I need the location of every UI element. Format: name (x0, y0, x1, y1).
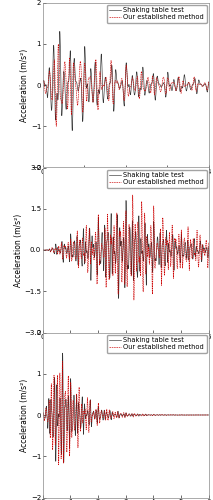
Our established method (57, 462, 60, 468)
Our established method (207, 239, 210, 245)
Shaking table test (118, 413, 121, 419)
Line: Our established method: Our established method (43, 44, 209, 126)
Line: Our established method: Our established method (43, 195, 209, 300)
Shaking table test (112, 413, 115, 419)
Y-axis label: Acceleration (m/s²): Acceleration (m/s²) (14, 214, 23, 286)
Our established method (131, 192, 134, 198)
Shaking table test (54, 440, 57, 446)
Our established method (112, 271, 114, 277)
Our established method (174, 86, 177, 92)
Shaking table test (174, 85, 177, 91)
Our established method (41, 412, 44, 418)
Shaking table test (117, 296, 120, 302)
Line: Shaking table test: Shaking table test (43, 32, 209, 130)
Shaking table test (207, 412, 210, 418)
Our established method (55, 123, 58, 129)
Our established method (59, 86, 61, 91)
Shaking table test (71, 128, 73, 134)
Our established method (118, 228, 121, 234)
Our established method (136, 244, 139, 250)
Shaking table test (115, 414, 118, 420)
Shaking table test (109, 80, 111, 86)
Shaking table test (118, 228, 121, 234)
Line: Shaking table test: Shaking table test (43, 353, 209, 463)
Our established method (115, 80, 117, 86)
X-axis label: Time (s): Time (s) (110, 176, 141, 186)
Line: Our established method: Our established method (43, 362, 209, 465)
Shaking table test (115, 242, 118, 248)
Y-axis label: Acceleration (m/s²): Acceleration (m/s²) (20, 378, 29, 452)
Our established method (115, 220, 118, 226)
Shaking table test (125, 198, 127, 203)
Legend: Shaking table test, Our established method: Shaking table test, Our established meth… (107, 4, 207, 23)
Our established method (41, 82, 44, 88)
Our established method (61, 358, 64, 364)
Shaking table test (171, 86, 174, 92)
Our established method (41, 247, 44, 253)
Our established method (118, 412, 121, 418)
Our established method (61, 250, 63, 256)
Shaking table test (41, 412, 44, 418)
Shaking table test (62, 460, 65, 466)
X-axis label: Time (s): Time (s) (110, 342, 141, 350)
Shaking table test (136, 274, 139, 280)
Shaking table test (54, 243, 57, 249)
Our established method (132, 297, 135, 303)
Shaking table test (41, 82, 44, 88)
Shaking table test (207, 79, 210, 85)
Shaking table test (136, 411, 139, 417)
Y-axis label: Acceleration (m/s²): Acceleration (m/s²) (20, 48, 29, 122)
Our established method (136, 412, 139, 418)
Shaking table test (61, 382, 63, 388)
Shaking table test (58, 32, 61, 38)
Legend: Shaking table test, Our established method: Shaking table test, Our established meth… (107, 334, 207, 353)
Shaking table test (112, 236, 114, 242)
Our established method (54, 440, 57, 446)
Our established method (115, 414, 118, 420)
Shaking table test (61, 240, 63, 246)
Our established method (156, 75, 158, 81)
Text: (b): (b) (119, 395, 132, 404)
Our established method (207, 412, 210, 418)
Shaking table test (58, 28, 61, 34)
Our established method (57, 41, 60, 47)
Text: (a): (a) (119, 230, 132, 239)
Shaking table test (207, 244, 210, 250)
Our established method (207, 79, 210, 85)
Legend: Shaking table test, Our established method: Shaking table test, Our established meth… (107, 170, 207, 188)
Our established method (61, 362, 64, 368)
Shaking table test (41, 247, 44, 253)
Our established method (54, 246, 57, 252)
Line: Shaking table test: Shaking table test (43, 200, 209, 298)
Our established method (112, 411, 115, 417)
Our established method (109, 76, 111, 82)
Shaking table test (61, 350, 64, 356)
Our established method (171, 80, 174, 86)
Shaking table test (156, 74, 158, 80)
Shaking table test (115, 68, 117, 74)
